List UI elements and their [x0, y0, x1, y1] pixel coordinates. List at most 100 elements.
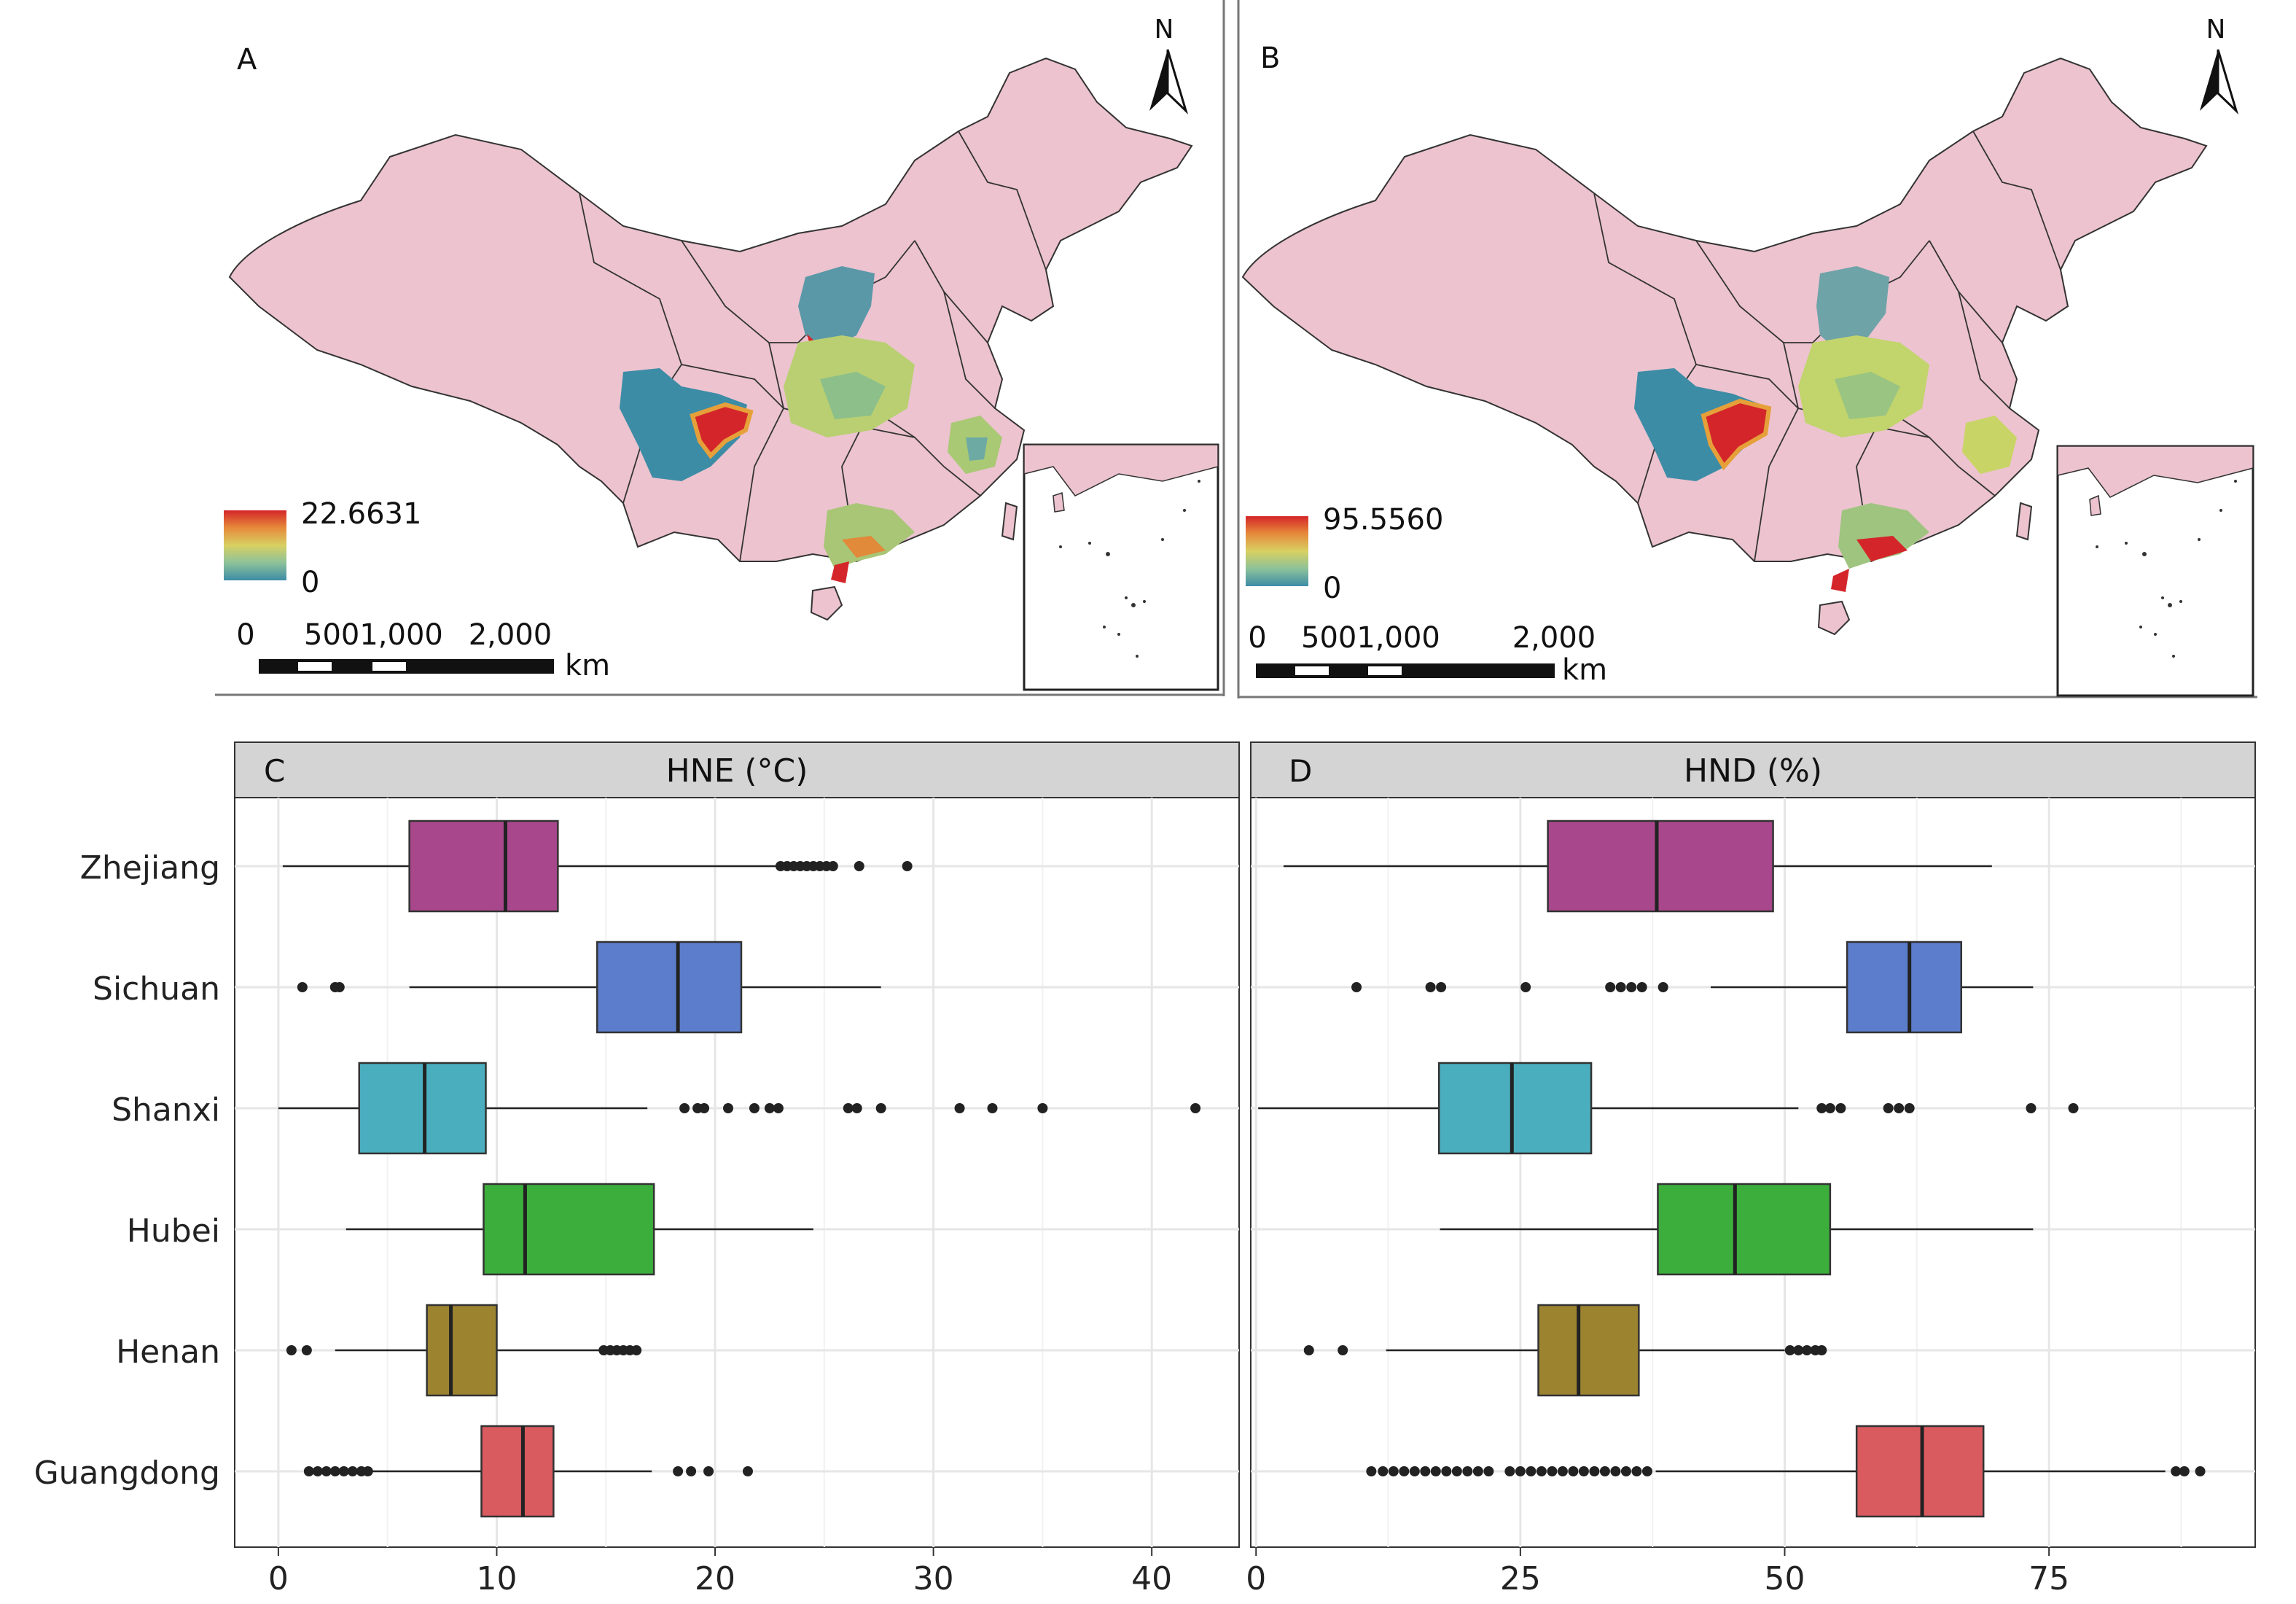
- outlier-point: [1610, 1466, 1621, 1476]
- outlier-point: [1641, 1466, 1652, 1476]
- outlier-point: [2179, 1466, 2190, 1476]
- outlier-point: [329, 1466, 340, 1476]
- y-tick-label: Sichuan: [93, 970, 220, 1008]
- strip-title-c: HNE (°C): [666, 752, 808, 790]
- outlier-point: [749, 1103, 760, 1113]
- outlier-point: [1430, 1466, 1441, 1476]
- outlier-point: [1605, 982, 1616, 992]
- outlier-point: [679, 1103, 690, 1113]
- outlier-point: [1883, 1103, 1894, 1113]
- outlier-point: [1378, 1466, 1389, 1476]
- box-sichuan: [596, 941, 743, 1034]
- scale-bar-b: 0 5001,000 2,000 km: [1248, 621, 1607, 687]
- svg-text:km: km: [1562, 653, 1607, 687]
- plot-frame-c: [234, 797, 1240, 1548]
- outlier-point: [347, 1466, 358, 1476]
- outlier-point: [699, 1103, 710, 1113]
- outlier-point: [1636, 982, 1647, 992]
- svg-text:0: 0: [1248, 621, 1266, 655]
- outlier-point: [1409, 1466, 1420, 1476]
- outlier-point: [1631, 1466, 1642, 1476]
- outlier-point: [1536, 1466, 1547, 1476]
- island-hainan: [810, 585, 843, 621]
- x-tick-label: 30: [913, 1560, 954, 1597]
- svg-text:2,000: 2,000: [1512, 621, 1596, 655]
- outlier-point: [1578, 1466, 1589, 1476]
- heat-shanxi: [1816, 266, 1889, 354]
- box-guangdong: [1855, 1425, 1985, 1518]
- box-hubei: [483, 1183, 655, 1276]
- outlier-point: [954, 1103, 965, 1113]
- x-tick-label: 20: [695, 1560, 735, 1597]
- inset-south-china-sea: [2056, 445, 2254, 697]
- x-tick-label: 25: [1500, 1560, 1541, 1597]
- heat-sichuan: [1634, 368, 1772, 481]
- boxplot-area: Zhejiang Sichuan Shanxi Hubei Henan Guan…: [34, 741, 2256, 1597]
- y-tick-label: Shanxi: [112, 1091, 220, 1129]
- outlier-point: [1425, 982, 1436, 992]
- outlier-point: [1620, 1466, 1631, 1476]
- x-tick-label: 0: [268, 1560, 289, 1597]
- outlier-point: [1816, 1103, 1827, 1113]
- outlier-point: [1824, 1103, 1835, 1113]
- outlier-point: [1472, 1466, 1483, 1476]
- svg-text:N: N: [1155, 15, 1174, 44]
- outlier-point: [1793, 1345, 1804, 1355]
- outlier-point: [854, 861, 864, 871]
- outlier-point: [1483, 1466, 1494, 1476]
- legend-max-a: 22.6631: [301, 497, 421, 531]
- x-tick-label: 50: [1765, 1560, 1805, 1597]
- panel-d: D HND (%) 0 25 50 75: [1246, 741, 2256, 1597]
- outlier-point: [1589, 1466, 1600, 1476]
- north-arrow-icon: N: [1149, 15, 1189, 115]
- y-axis-labels: Zhejiang Sichuan Shanxi Hubei Henan Guan…: [34, 849, 220, 1492]
- outlier-point: [1037, 1103, 1048, 1113]
- outlier-point: [1801, 1345, 1812, 1355]
- outlier-point: [987, 1103, 998, 1113]
- outlier-point: [1547, 1466, 1558, 1476]
- outlier-point: [301, 1345, 312, 1355]
- x-tick-label: 75: [2028, 1560, 2069, 1597]
- outlier-point: [1303, 1345, 1314, 1355]
- outlier-point: [1366, 1466, 1377, 1476]
- outlier-point: [1504, 1466, 1515, 1476]
- outlier-point: [1351, 982, 1362, 992]
- legend-b: 95.5560 0: [1246, 503, 1443, 605]
- island-hainan: [1817, 600, 1851, 636]
- legend-min-b: 0: [1323, 572, 1341, 605]
- heat-henan-hubei: [1798, 335, 1929, 437]
- panel-c: C HNE (°C) 0 10 20 30 40: [234, 741, 1240, 1597]
- outlier-point: [1835, 1103, 1846, 1113]
- outlier-point: [1894, 1103, 1905, 1113]
- strip-title-d: HND (%): [1684, 752, 1822, 790]
- outlier-point: [1816, 1345, 1827, 1355]
- panel-label-d: D: [1289, 753, 1312, 789]
- panel-label-a: A: [237, 43, 257, 77]
- outlier-point: [1388, 1466, 1399, 1476]
- outlier-point: [2195, 1466, 2206, 1476]
- heat-henan-hubei: [784, 335, 915, 437]
- map-panel-a: A N: [215, 0, 1225, 696]
- svg-text:0: 0: [236, 618, 254, 652]
- box-hubei: [1657, 1183, 1832, 1276]
- outlier-point: [1515, 1466, 1526, 1476]
- outlier-point: [1451, 1466, 1462, 1476]
- strip-d: [1250, 741, 2256, 798]
- box-zhejiang: [408, 819, 559, 913]
- svg-text:5001,000: 5001,000: [304, 618, 443, 652]
- outlier-point: [827, 861, 838, 871]
- outlier-point: [773, 1103, 784, 1113]
- strip-c: [234, 741, 1240, 798]
- panel-label-c: C: [264, 753, 285, 789]
- outlier-point: [1436, 982, 1447, 992]
- outlier-point: [1626, 982, 1637, 992]
- scale-bar-a: 0 5001,000 2,000 km: [236, 618, 610, 682]
- outlier-point: [1462, 1466, 1473, 1476]
- outlier-point: [2171, 1466, 2182, 1476]
- svg-text:5001,000: 5001,000: [1301, 621, 1440, 655]
- outlier-point: [1657, 982, 1668, 992]
- outlier-point: [312, 1466, 323, 1476]
- outlier-point: [851, 1103, 862, 1113]
- outlier-point: [1526, 1466, 1536, 1476]
- x-tick-label: 40: [1131, 1560, 1172, 1597]
